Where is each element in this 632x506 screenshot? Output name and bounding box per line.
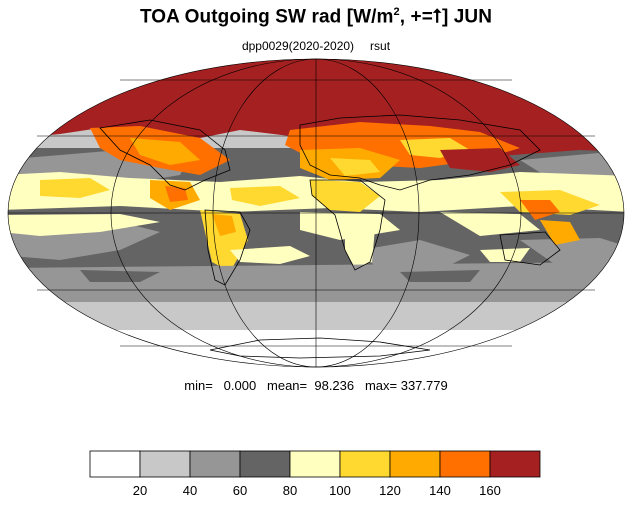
colorbar-tick-label: 120 <box>379 483 401 498</box>
colorbar-box-7 <box>439 450 491 478</box>
colorbar-tick-label: 60 <box>233 483 247 498</box>
colorbar-box-2 <box>189 450 241 478</box>
colorbar-box-6 <box>389 450 441 478</box>
experiment-label: dpp0029(2020-2020) <box>241 39 355 53</box>
variable-label: rsut <box>370 39 391 53</box>
colorbar-box-8 <box>489 450 541 478</box>
colorbar-labels: 20 40 60 80 100 120 140 160 <box>133 483 501 498</box>
colorbar-tick-label: 80 <box>283 483 297 498</box>
colorbar-tick-label: 160 <box>479 483 501 498</box>
colorbar-box-4 <box>289 450 341 478</box>
colorbar-tick-label: 100 <box>329 483 351 498</box>
mollweide-map <box>7 58 625 368</box>
colorbar-box-3 <box>239 450 291 478</box>
colorbar-box-5 <box>339 450 391 478</box>
colorbar-box-1 <box>139 450 191 478</box>
graticule <box>7 58 625 368</box>
coastlines <box>99 114 561 359</box>
colorbar-tick-label: 20 <box>133 483 147 498</box>
plot-subtitle: dpp0029(2020-2020) rsut <box>0 39 632 53</box>
colorbar-tick-label: 140 <box>429 483 451 498</box>
colorbar-tick-label: 40 <box>183 483 197 498</box>
plot-title: TOA Outgoing SW rad [W/m2, +=⭡] JUN <box>139 6 493 28</box>
colorbar-boxes <box>89 450 541 478</box>
colorbar-box-0 <box>89 450 141 478</box>
field-statistics: min= 0.000 mean= 98.236 max= 337.779 <box>184 378 448 393</box>
